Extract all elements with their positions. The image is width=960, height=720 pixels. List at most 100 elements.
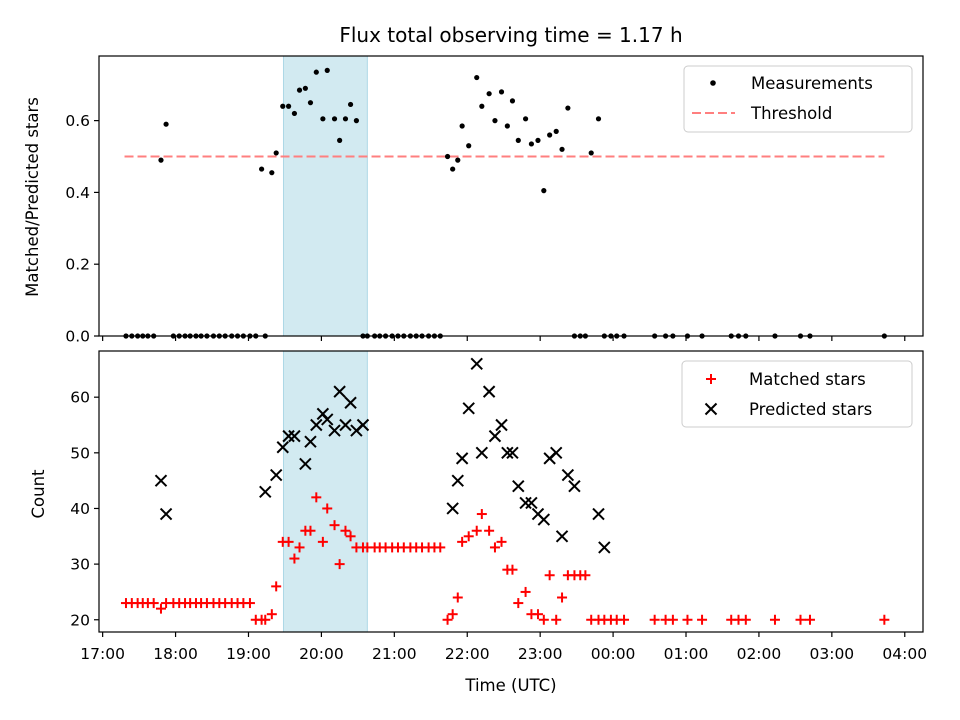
bottom-xtick-label: 22:00 xyxy=(445,645,490,663)
matched-star-marker xyxy=(697,614,708,625)
matched-star-marker xyxy=(496,536,507,547)
predicted-star-marker xyxy=(321,413,334,426)
measurement-point xyxy=(535,137,541,143)
matched-star-marker xyxy=(447,609,458,620)
measurement-point xyxy=(515,137,521,143)
matched-star-marker xyxy=(442,614,453,625)
measurement-point xyxy=(450,166,456,172)
matched-star-marker xyxy=(580,570,591,581)
predicted-star-marker xyxy=(344,396,357,409)
matched-star-marker xyxy=(271,581,282,592)
predicted-star-marker xyxy=(592,507,605,521)
bottom-xtick-label: 02:00 xyxy=(737,645,782,663)
matched-star-marker xyxy=(345,531,356,542)
measurement-point xyxy=(347,101,354,108)
top-panel: Flux total observing time = 1.17 h Match… xyxy=(23,23,924,346)
legend-measurements-label: Measurements xyxy=(751,74,873,93)
predicted-star-marker xyxy=(310,418,323,432)
predicted-star-marker xyxy=(550,446,563,460)
measurement-point xyxy=(455,157,461,163)
bottom-ytick-label: 50 xyxy=(70,444,90,462)
measurement-point xyxy=(492,118,498,124)
top-ytick-label: 0.4 xyxy=(65,184,90,202)
matched-star-marker xyxy=(879,614,890,625)
measurement-point xyxy=(273,150,279,156)
predicted-star-marker xyxy=(299,457,312,471)
measurement-point xyxy=(553,128,559,134)
bottom-panel: Count Time (UTC) 20 30 40 50 60 17:00 18:00 19… xyxy=(29,350,927,695)
measurement-point xyxy=(504,123,510,129)
measurement-point xyxy=(302,85,308,91)
matched-star-marker xyxy=(544,570,555,581)
measurement-point xyxy=(269,170,275,176)
measurement-point xyxy=(324,67,330,73)
measurement-point xyxy=(474,74,480,81)
matched-star-marker xyxy=(457,536,468,547)
top-ytick-label: 0.6 xyxy=(65,112,90,130)
bottom-xtick-label: 17:00 xyxy=(80,645,125,663)
measurement-point xyxy=(353,118,360,124)
measurement-point xyxy=(528,141,535,147)
measurement-point xyxy=(307,100,314,106)
matched-star-marker xyxy=(317,536,328,547)
predicted-star-marker xyxy=(495,418,508,432)
measurement-point xyxy=(342,116,349,122)
matched-star-marker xyxy=(489,542,500,553)
predicted-star-marker xyxy=(537,513,551,526)
bottom-legend: Matched stars Predicted stars xyxy=(681,360,913,428)
bottom-y-ticks: 20 30 40 50 60 xyxy=(70,389,99,629)
measurement-point xyxy=(479,103,485,109)
predicted-star-marker xyxy=(276,441,289,454)
matched-stars-points xyxy=(120,492,890,625)
predicted-star-marker xyxy=(506,446,519,460)
legend-threshold-label: Threshold xyxy=(750,104,832,123)
predicted-star-marker xyxy=(288,429,301,443)
top-ylabel: Matched/Predicted stars xyxy=(23,97,42,297)
predicted-star-marker xyxy=(561,468,575,482)
measurement-point xyxy=(509,98,516,104)
predicted-star-marker xyxy=(339,418,352,432)
measurement-point xyxy=(486,91,492,97)
matched-star-marker xyxy=(305,525,316,536)
top-axes-frame xyxy=(98,55,924,337)
matched-star-marker xyxy=(538,614,549,625)
bottom-xtick-label: 01:00 xyxy=(664,645,709,663)
measurement-point xyxy=(466,143,472,149)
matched-star-marker xyxy=(155,603,166,614)
matched-star-marker xyxy=(682,614,693,625)
matched-star-marker xyxy=(294,542,305,553)
predicted-star-marker xyxy=(154,474,168,487)
matched-star-marker xyxy=(289,553,300,564)
legend-matched-marker xyxy=(706,374,716,384)
matched-star-marker xyxy=(476,509,487,520)
matched-star-marker xyxy=(804,614,815,625)
matched-star-marker xyxy=(795,614,806,625)
matched-star-marker xyxy=(463,531,474,542)
predicted-star-marker xyxy=(159,507,173,521)
matched-star-marker xyxy=(334,559,345,570)
predicted-star-marker xyxy=(598,541,611,554)
matched-star-marker xyxy=(266,609,277,620)
predicted-star-marker xyxy=(482,385,496,398)
matched-star-marker xyxy=(260,614,271,625)
measurement-point xyxy=(337,137,343,143)
bottom-xtick-label: 00:00 xyxy=(591,645,636,663)
bottom-ytick-label: 20 xyxy=(70,611,90,629)
matched-star-marker xyxy=(740,614,751,625)
matched-star-marker xyxy=(532,609,543,620)
measurement-point xyxy=(522,116,529,122)
predicted-star-marker xyxy=(259,485,272,498)
matched-star-marker xyxy=(551,614,562,625)
top-ytick-label: 0.2 xyxy=(65,256,90,274)
measurement-point xyxy=(280,103,286,109)
matched-star-marker xyxy=(329,520,340,531)
predicted-star-marker xyxy=(568,480,581,493)
top-shaded-interval xyxy=(282,55,368,337)
bottom-ytick-label: 60 xyxy=(70,389,90,407)
bottom-ylabel: Count xyxy=(29,469,48,519)
predicted-star-marker xyxy=(555,530,569,543)
predicted-star-marker xyxy=(475,446,489,460)
measurement-point xyxy=(459,123,465,129)
predicted-star-marker xyxy=(470,357,483,371)
